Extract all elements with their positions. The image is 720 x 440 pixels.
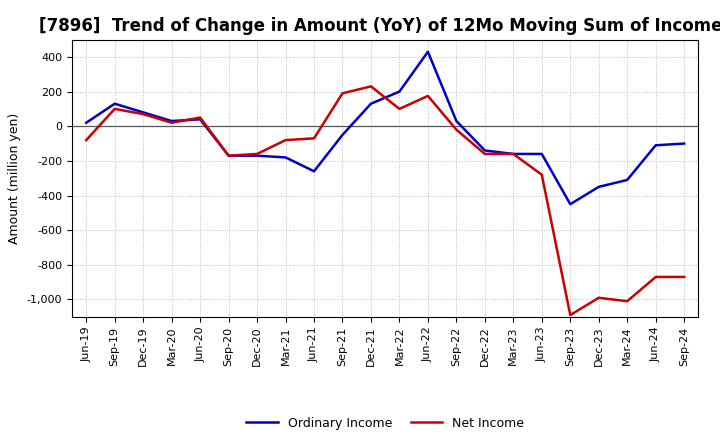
Net Income [167,120,176,125]
Legend: Ordinary Income, Net Income: Ordinary Income, Net Income [241,412,529,435]
Ordinary Income [509,151,518,157]
Net Income [537,172,546,177]
Title: [7896]  Trend of Change in Amount (YoY) of 12Mo Moving Sum of Incomes: [7896] Trend of Change in Amount (YoY) o… [38,17,720,35]
Ordinary Income [652,143,660,148]
Ordinary Income [480,148,489,153]
Net Income [566,312,575,318]
Net Income [338,91,347,96]
Ordinary Income [623,177,631,183]
Line: Net Income: Net Income [86,86,684,315]
Ordinary Income [110,101,119,106]
Ordinary Income [680,141,688,146]
Net Income [253,151,261,157]
Ordinary Income [225,153,233,158]
Ordinary Income [338,132,347,138]
Net Income [310,136,318,141]
Net Income [623,299,631,304]
Ordinary Income [566,202,575,207]
Ordinary Income [82,120,91,125]
Ordinary Income [452,118,461,124]
Ordinary Income [423,49,432,55]
Line: Ordinary Income: Ordinary Income [86,52,684,204]
Net Income [452,127,461,132]
Y-axis label: Amount (million yen): Amount (million yen) [8,113,21,244]
Net Income [480,151,489,157]
Net Income [423,93,432,99]
Ordinary Income [139,110,148,115]
Ordinary Income [366,101,375,106]
Ordinary Income [310,169,318,174]
Net Income [82,137,91,143]
Ordinary Income [395,89,404,94]
Ordinary Income [282,155,290,160]
Ordinary Income [167,118,176,124]
Net Income [196,115,204,120]
Net Income [366,84,375,89]
Net Income [395,106,404,111]
Net Income [110,106,119,111]
Ordinary Income [253,153,261,158]
Ordinary Income [595,184,603,190]
Net Income [680,274,688,279]
Net Income [652,274,660,279]
Net Income [509,151,518,157]
Net Income [225,153,233,158]
Ordinary Income [196,117,204,122]
Net Income [139,111,148,117]
Net Income [282,137,290,143]
Ordinary Income [537,151,546,157]
Net Income [595,295,603,301]
